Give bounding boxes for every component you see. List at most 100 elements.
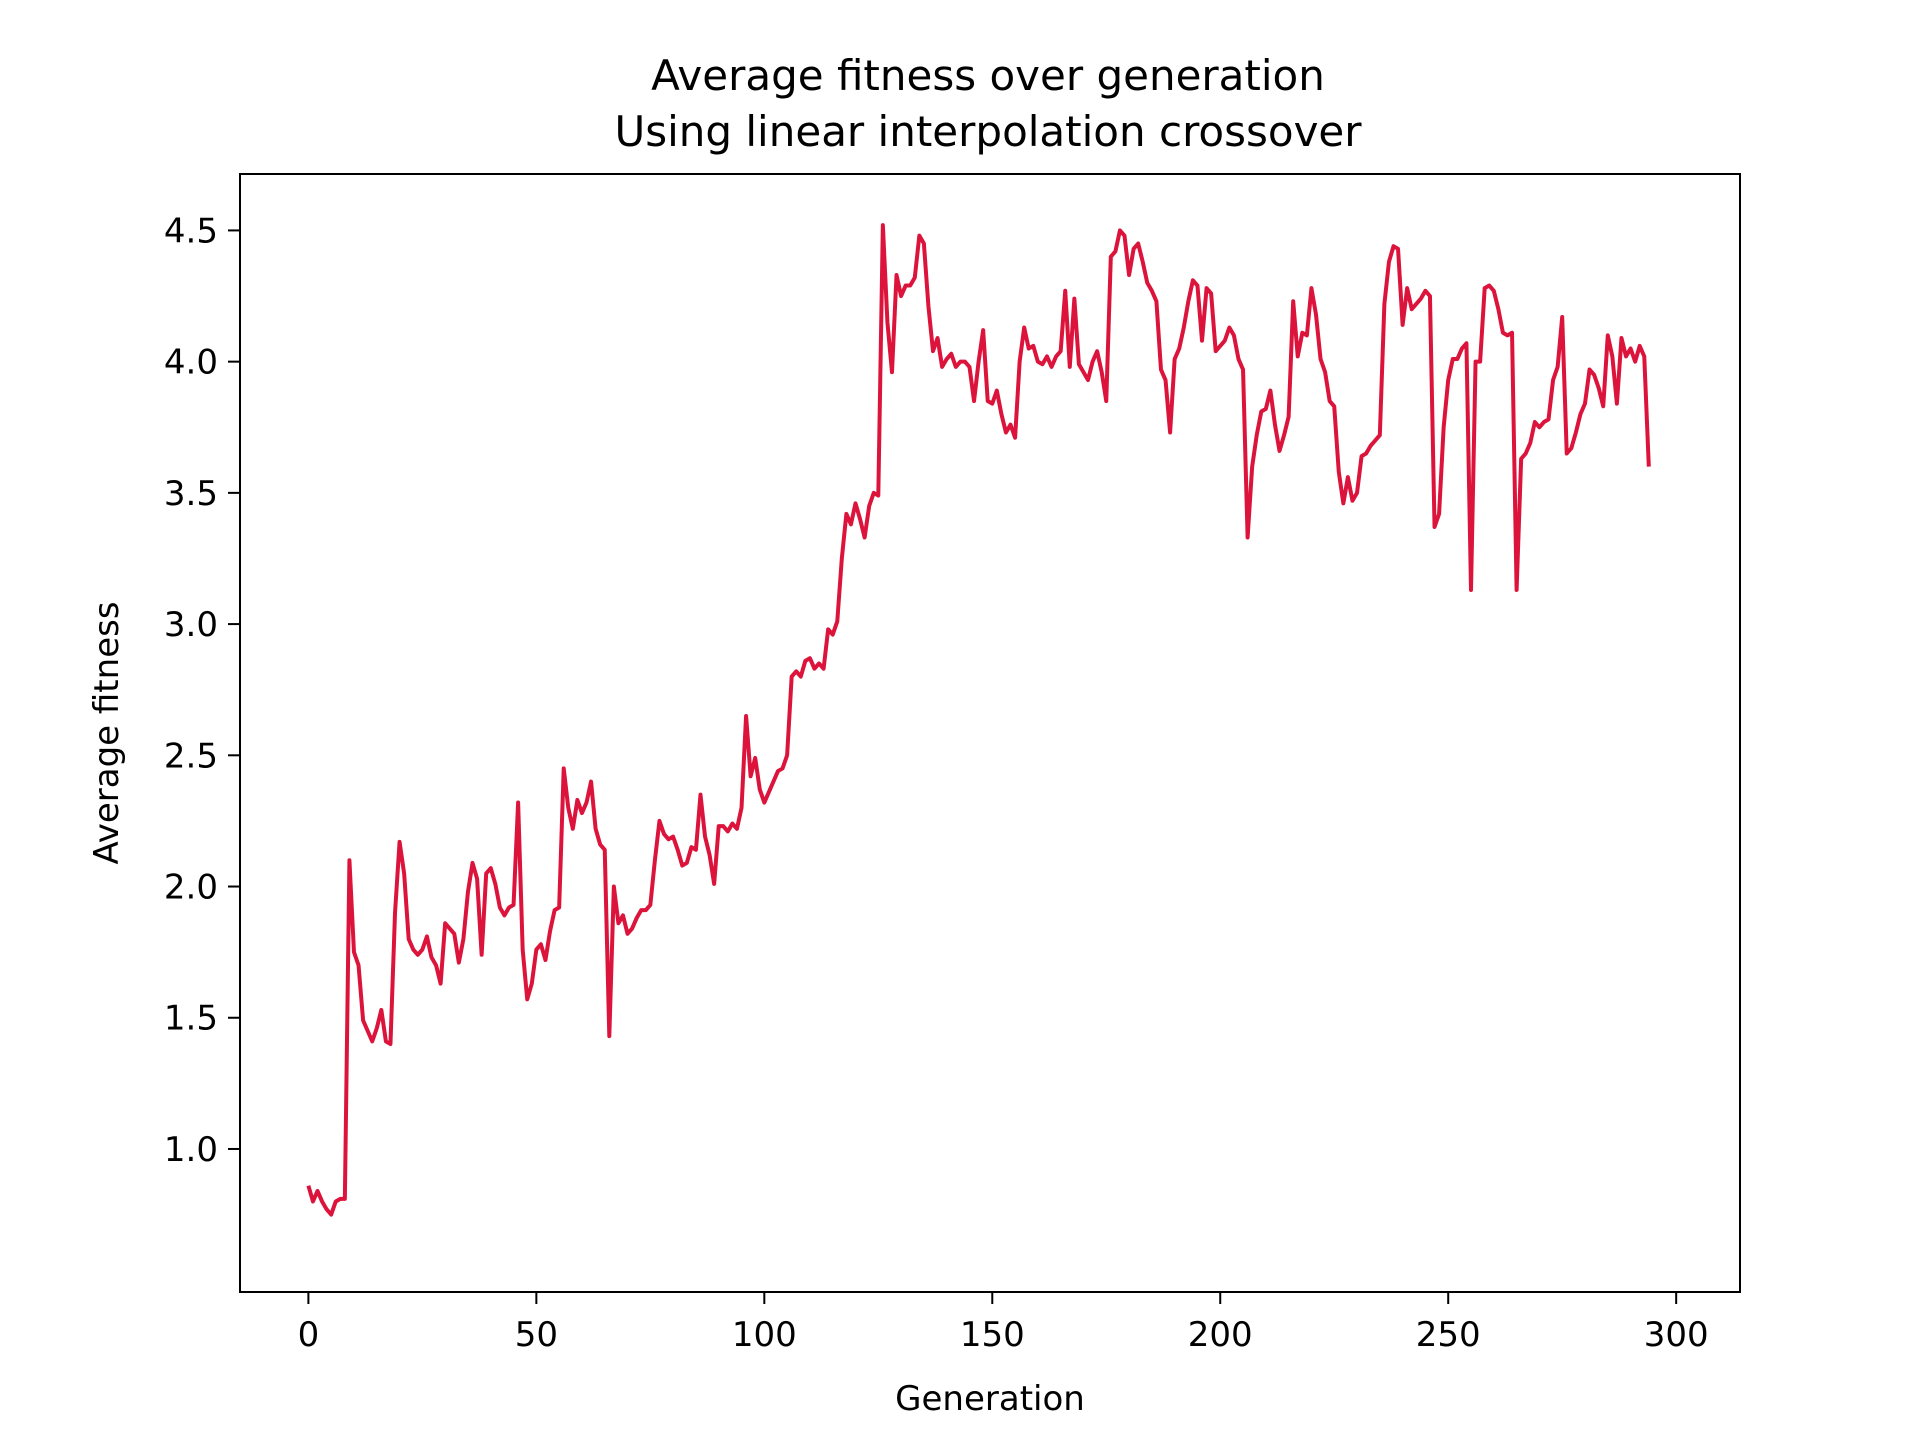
x-axis: 0 50 100 150 200 250 300 bbox=[298, 1292, 1709, 1355]
data-point bbox=[937, 337, 939, 339]
data-point bbox=[371, 1040, 373, 1042]
data-point bbox=[786, 754, 788, 756]
data-point bbox=[923, 243, 925, 245]
data-point bbox=[1342, 502, 1344, 504]
x-tick-label: 50 bbox=[515, 1315, 558, 1355]
data-point bbox=[627, 933, 629, 935]
data-point bbox=[900, 295, 902, 297]
data-point bbox=[1297, 355, 1299, 357]
data-point bbox=[636, 917, 638, 919]
data-point bbox=[1534, 421, 1536, 423]
data-point bbox=[326, 1208, 328, 1210]
data-point bbox=[563, 767, 565, 769]
data-point bbox=[877, 494, 879, 496]
data-point bbox=[686, 862, 688, 864]
plot-frame bbox=[239, 173, 1741, 1293]
data-point bbox=[1041, 363, 1043, 365]
data-point bbox=[1228, 327, 1230, 329]
data-point bbox=[1292, 300, 1294, 302]
data-point bbox=[1073, 298, 1075, 300]
data-point bbox=[590, 781, 592, 783]
data-point bbox=[1338, 471, 1340, 473]
data-point bbox=[444, 922, 446, 924]
data-point bbox=[882, 224, 884, 226]
data-point bbox=[576, 799, 578, 801]
data-point bbox=[1434, 526, 1436, 528]
plot-area bbox=[239, 173, 1741, 1293]
data-point bbox=[1142, 261, 1144, 263]
data-point bbox=[772, 781, 774, 783]
data-point bbox=[1616, 403, 1618, 405]
data-point bbox=[1023, 327, 1025, 329]
data-point bbox=[1169, 432, 1171, 434]
data-point bbox=[964, 361, 966, 363]
data-point bbox=[1411, 308, 1413, 310]
data-point bbox=[1365, 453, 1367, 455]
data-point bbox=[1101, 371, 1103, 373]
data-point bbox=[832, 634, 834, 636]
data-point bbox=[513, 904, 515, 906]
data-point bbox=[973, 400, 975, 402]
data-point bbox=[1315, 313, 1317, 315]
data-point bbox=[1593, 374, 1595, 376]
data-point bbox=[1064, 290, 1066, 292]
data-point bbox=[1643, 355, 1645, 357]
data-point bbox=[955, 366, 957, 368]
data-point bbox=[932, 350, 934, 352]
data-point bbox=[604, 849, 606, 851]
data-point bbox=[385, 1040, 387, 1042]
data-point bbox=[809, 657, 811, 659]
x-tick-label: 250 bbox=[1416, 1315, 1481, 1355]
data-point bbox=[841, 557, 843, 559]
data-point bbox=[850, 523, 852, 525]
data-point bbox=[485, 872, 487, 874]
data-point bbox=[1379, 434, 1381, 436]
data-point bbox=[435, 964, 437, 966]
data-point bbox=[1356, 492, 1358, 494]
data-point bbox=[1055, 355, 1057, 357]
data-point bbox=[1133, 248, 1135, 250]
data-point bbox=[1078, 363, 1080, 365]
data-point bbox=[1283, 434, 1285, 436]
data-point bbox=[1000, 413, 1002, 415]
x-tick-label: 300 bbox=[1644, 1315, 1709, 1355]
data-point bbox=[722, 825, 724, 827]
data-point bbox=[535, 949, 537, 951]
data-point bbox=[558, 907, 560, 909]
data-point bbox=[1301, 332, 1303, 334]
data-point bbox=[699, 794, 701, 796]
data-point bbox=[389, 1043, 391, 1045]
data-point bbox=[886, 321, 888, 323]
data-point bbox=[1429, 295, 1431, 297]
data-point bbox=[1552, 379, 1554, 381]
x-axis-label: Generation bbox=[895, 1379, 1085, 1419]
data-point bbox=[1247, 536, 1249, 538]
data-point bbox=[950, 353, 952, 355]
data-point bbox=[380, 1009, 382, 1011]
data-point bbox=[1465, 342, 1467, 344]
data-point bbox=[1165, 379, 1167, 381]
data-point bbox=[654, 859, 656, 861]
data-point bbox=[631, 928, 633, 930]
data-point bbox=[399, 841, 401, 843]
data-point bbox=[1087, 379, 1089, 381]
y-tick-label: 1.0 bbox=[164, 1130, 218, 1170]
data-point bbox=[695, 849, 697, 851]
data-point bbox=[403, 872, 405, 874]
data-point bbox=[1424, 290, 1426, 292]
x-tick-label: 150 bbox=[960, 1315, 1025, 1355]
data-point bbox=[1579, 413, 1581, 415]
data-point bbox=[1242, 369, 1244, 371]
data-point bbox=[1151, 290, 1153, 292]
data-point bbox=[499, 907, 501, 909]
data-point bbox=[754, 757, 756, 759]
data-point bbox=[823, 668, 825, 670]
plot-background bbox=[240, 174, 1740, 1292]
data-point bbox=[1470, 589, 1472, 591]
data-point bbox=[718, 825, 720, 827]
data-point bbox=[1019, 361, 1021, 363]
data-point bbox=[836, 620, 838, 622]
data-point bbox=[417, 954, 419, 956]
data-point bbox=[818, 662, 820, 664]
